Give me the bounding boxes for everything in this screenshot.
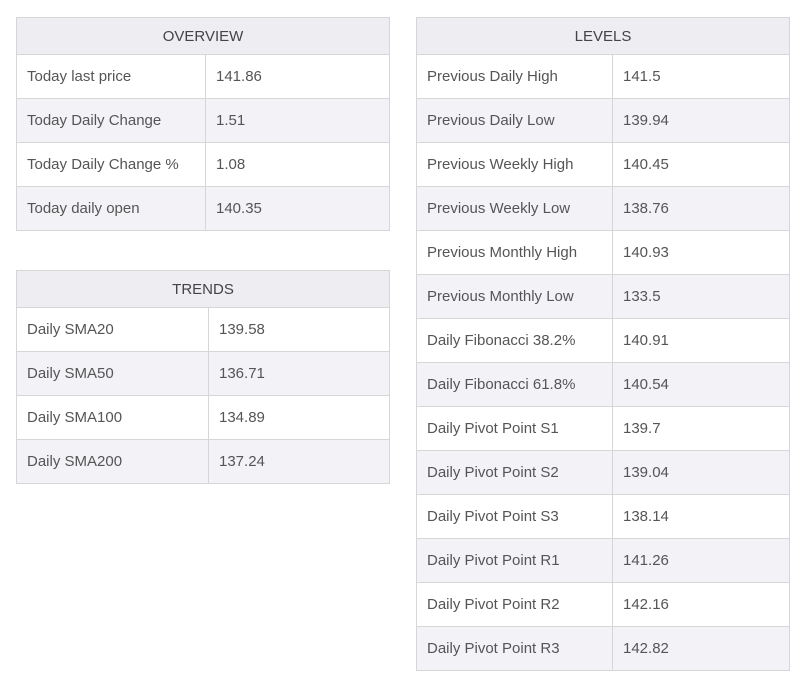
row-value: 141.26: [612, 538, 790, 583]
row-value: 138.14: [612, 494, 790, 539]
table-row: Previous Weekly Low 138.76: [416, 186, 790, 231]
table-row: Daily Pivot Point S1 139.7: [416, 406, 790, 451]
row-value: 1.51: [204, 98, 391, 143]
table-row: Today last price 141.86: [16, 54, 391, 99]
row-label: Daily Pivot Point S1: [416, 406, 613, 451]
table-row: Previous Daily Low 139.94: [416, 98, 790, 143]
row-value: 139.94: [612, 98, 790, 143]
row-label: Daily SMA200: [16, 439, 209, 484]
row-label: Daily SMA50: [16, 351, 209, 396]
row-label: Previous Weekly High: [416, 142, 613, 187]
row-label: Previous Monthly Low: [416, 274, 613, 319]
row-value: 136.71: [207, 351, 391, 396]
table-row: Daily Pivot Point R2 142.16: [416, 582, 790, 627]
levels-table: LEVELS Previous Daily High 141.5 Previou…: [416, 17, 790, 671]
overview-header-row: OVERVIEW: [15, 17, 391, 55]
row-label: Daily SMA100: [16, 395, 209, 440]
row-value: 139.58: [207, 307, 391, 352]
overview-table: OVERVIEW Today last price 141.86 Today D…: [15, 17, 391, 231]
row-label: Previous Daily Low: [416, 98, 613, 143]
row-label: Today Daily Change %: [16, 142, 206, 187]
row-label: Daily Pivot Point R1: [416, 538, 613, 583]
table-row: Daily Pivot Point S3 138.14: [416, 494, 790, 539]
table-row: Today Daily Change 1.51: [16, 98, 391, 143]
table-row: Daily SMA20 139.58: [16, 307, 391, 352]
row-value: 140.91: [612, 318, 790, 363]
row-label: Today daily open: [16, 186, 206, 231]
row-label: Daily Fibonacci 38.2%: [416, 318, 613, 363]
overview-title: OVERVIEW: [15, 17, 391, 55]
trends-table: TRENDS Daily SMA20 139.58 Daily SMA50 13…: [15, 270, 391, 484]
table-row: Daily Pivot Point R1 141.26: [416, 538, 790, 583]
table-row: Daily SMA200 137.24: [16, 439, 391, 484]
table-row: Daily SMA50 136.71: [16, 351, 391, 396]
row-value: 139.04: [612, 450, 790, 495]
row-label: Daily Pivot Point S2: [416, 450, 613, 495]
row-value: 134.89: [207, 395, 391, 440]
row-value: 1.08: [204, 142, 391, 187]
row-value: 140.45: [612, 142, 790, 187]
row-value: 133.5: [612, 274, 790, 319]
row-label: Today last price: [16, 54, 206, 99]
row-value: 140.35: [204, 186, 391, 231]
table-row: Previous Weekly High 140.45: [416, 142, 790, 187]
row-value: 139.7: [612, 406, 790, 451]
levels-header-row: LEVELS: [416, 17, 790, 55]
row-value: 137.24: [207, 439, 391, 484]
table-row: Daily Fibonacci 38.2% 140.91: [416, 318, 790, 363]
row-label: Daily Pivot Point R2: [416, 582, 613, 627]
table-row: Daily Pivot Point R3 142.82: [416, 626, 790, 671]
table-row: Daily SMA100 134.89: [16, 395, 391, 440]
row-value: 142.82: [612, 626, 790, 671]
row-label: Previous Daily High: [416, 54, 613, 99]
row-label: Daily Pivot Point S3: [416, 494, 613, 539]
table-row: Daily Pivot Point S2 139.04: [416, 450, 790, 495]
row-value: 138.76: [612, 186, 790, 231]
row-label: Previous Monthly High: [416, 230, 613, 275]
row-label: Daily Fibonacci 61.8%: [416, 362, 613, 407]
row-value: 141.86: [204, 54, 391, 99]
table-row: Previous Daily High 141.5: [416, 54, 790, 99]
trends-title: TRENDS: [15, 270, 391, 308]
row-value: 140.54: [612, 362, 790, 407]
table-row: Daily Fibonacci 61.8% 140.54: [416, 362, 790, 407]
row-label: Today Daily Change: [16, 98, 206, 143]
levels-title: LEVELS: [416, 17, 790, 55]
table-row: Today daily open 140.35: [16, 186, 391, 231]
row-value: 140.93: [612, 230, 790, 275]
table-row: Today Daily Change % 1.08: [16, 142, 391, 187]
trends-header-row: TRENDS: [15, 270, 391, 308]
row-label: Previous Weekly Low: [416, 186, 613, 231]
row-value: 142.16: [612, 582, 790, 627]
row-value: 141.5: [612, 54, 790, 99]
row-label: Daily Pivot Point R3: [416, 626, 613, 671]
table-row: Previous Monthly High 140.93: [416, 230, 790, 275]
table-row: Previous Monthly Low 133.5: [416, 274, 790, 319]
row-label: Daily SMA20: [16, 307, 209, 352]
